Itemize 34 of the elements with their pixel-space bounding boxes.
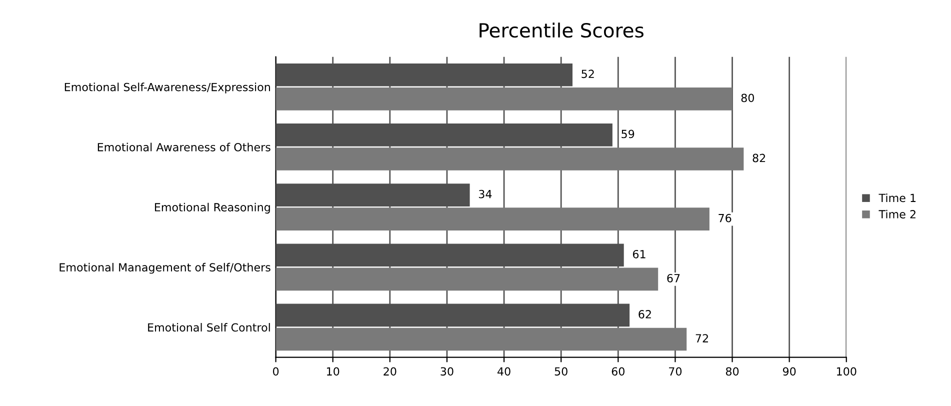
y-tick-label: Emotional Self-Awareness/Expression bbox=[64, 82, 270, 94]
x-tick-label: 0 bbox=[272, 367, 279, 376]
data-label: 82 bbox=[752, 154, 766, 162]
x-tick-label: 90 bbox=[782, 367, 796, 376]
x-tick-label: 40 bbox=[498, 367, 510, 376]
data-label: 61 bbox=[632, 250, 646, 258]
x-tick-label: 10 bbox=[327, 367, 340, 376]
data-label: 76 bbox=[718, 214, 732, 222]
bar bbox=[276, 268, 658, 291]
x-tick-label: 30 bbox=[440, 367, 454, 376]
x-tick-label: 20 bbox=[384, 367, 396, 376]
y-tick-label: Emotional Awareness of Others bbox=[98, 142, 270, 152]
y-tick-label: Emotional Management of Self/Others bbox=[60, 262, 270, 274]
legend-label: Time 2 bbox=[878, 210, 916, 218]
data-label: 59 bbox=[622, 130, 634, 138]
data-label: 72 bbox=[696, 334, 708, 342]
x-tick-label: 80 bbox=[726, 367, 739, 376]
x-tick-label: 70 bbox=[669, 367, 682, 376]
data-label: 80 bbox=[741, 94, 754, 102]
data-label: 67 bbox=[667, 274, 680, 282]
data-label: 62 bbox=[638, 310, 651, 318]
bar bbox=[276, 148, 744, 170]
y-tick-label: Emotional Reasoning bbox=[154, 202, 270, 214]
x-tick-label: 50 bbox=[554, 367, 568, 376]
bar bbox=[276, 87, 732, 110]
chart-title: Percentile Scores bbox=[480, 22, 644, 38]
bar bbox=[276, 328, 687, 351]
data-label: 52 bbox=[582, 70, 594, 78]
y-tick-label: Emotional Self Control bbox=[148, 323, 270, 332]
x-tick-label: 60 bbox=[612, 367, 624, 376]
bar bbox=[276, 208, 710, 230]
legend-label: Time 1 bbox=[878, 194, 916, 202]
x-tick-label: 100 bbox=[837, 367, 856, 376]
data-label: 34 bbox=[478, 190, 492, 198]
